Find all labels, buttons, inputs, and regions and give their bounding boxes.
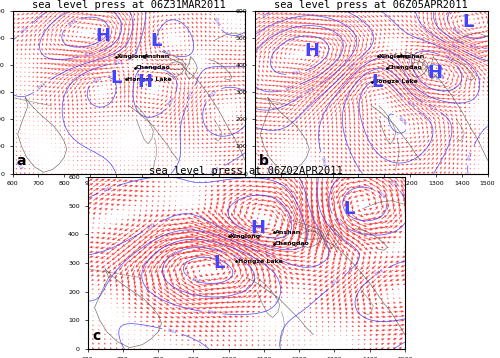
Text: H: H: [428, 64, 443, 82]
Text: 1012: 1012: [92, 76, 104, 83]
Text: a: a: [16, 154, 26, 168]
Text: L: L: [150, 32, 162, 50]
Text: 1016: 1016: [347, 61, 357, 71]
Text: 1014: 1014: [259, 156, 268, 166]
Text: 1010: 1010: [230, 253, 241, 261]
Text: 1016: 1016: [36, 81, 47, 91]
Text: 1008: 1008: [450, 26, 460, 36]
Text: 1018: 1018: [84, 51, 94, 58]
Text: 1008: 1008: [190, 277, 202, 285]
Text: Xinglong: Xinglong: [230, 234, 261, 239]
Text: Changdao: Changdao: [275, 241, 310, 246]
Text: 1012: 1012: [160, 50, 171, 57]
Text: L: L: [371, 73, 382, 91]
Text: 1014: 1014: [212, 16, 220, 27]
Text: 1008: 1008: [397, 116, 407, 126]
Text: Changdao: Changdao: [388, 65, 422, 70]
Text: L: L: [462, 13, 474, 31]
Text: 1016: 1016: [102, 185, 113, 193]
Text: Anshan: Anshan: [275, 230, 301, 235]
Title: sea level press at 06Z02APR2011: sea level press at 06Z02APR2011: [150, 166, 343, 176]
Text: 1022: 1022: [290, 70, 302, 76]
Text: Hongze Lake: Hongze Lake: [238, 258, 282, 263]
Text: Hongze Lake: Hongze Lake: [373, 79, 418, 84]
Text: Changdao: Changdao: [136, 65, 171, 70]
Text: 1010: 1010: [405, 100, 415, 109]
Text: 1012: 1012: [210, 166, 221, 175]
Text: 1014: 1014: [320, 156, 326, 167]
Text: 1010: 1010: [388, 179, 398, 189]
Text: L: L: [344, 200, 355, 218]
Text: b: b: [258, 154, 268, 168]
Text: 1010: 1010: [334, 217, 344, 227]
Title: sea level press at 06Z05APR2011: sea level press at 06Z05APR2011: [274, 0, 468, 10]
Text: 1012: 1012: [426, 103, 437, 111]
Text: 1016: 1016: [19, 25, 30, 35]
Text: Hongze Lake: Hongze Lake: [127, 77, 172, 82]
Text: 1020: 1020: [285, 84, 296, 92]
X-axis label: 10: 10: [367, 186, 376, 192]
Text: H: H: [138, 73, 152, 91]
Text: 1010: 1010: [468, 44, 479, 50]
Text: 1012: 1012: [331, 277, 342, 287]
Text: 1010: 1010: [374, 268, 385, 277]
Text: 1012: 1012: [187, 90, 194, 101]
Text: H: H: [250, 219, 265, 237]
Text: 1016: 1016: [444, 55, 454, 63]
Text: Xinglong: Xinglong: [378, 54, 410, 59]
Text: L: L: [110, 69, 122, 87]
Text: 1018: 1018: [435, 74, 446, 81]
Text: 1016: 1016: [262, 11, 272, 19]
Text: L: L: [213, 253, 224, 272]
Text: 1014: 1014: [14, 160, 23, 170]
Text: 1014: 1014: [466, 150, 473, 161]
Text: 1014: 1014: [263, 252, 274, 259]
X-axis label: 10: 10: [124, 186, 133, 192]
Text: 1012: 1012: [207, 310, 218, 315]
Text: 1018: 1018: [306, 86, 316, 95]
Text: 1010: 1010: [208, 89, 218, 98]
Text: H: H: [304, 43, 320, 61]
Text: Xinglong: Xinglong: [117, 54, 148, 59]
Text: 1014: 1014: [168, 96, 176, 107]
Text: H: H: [95, 27, 110, 45]
Text: 1014: 1014: [166, 328, 177, 334]
Text: 1020: 1020: [66, 18, 78, 27]
Text: 1014: 1014: [113, 60, 124, 66]
Text: c: c: [92, 329, 100, 343]
Text: 1012: 1012: [450, 43, 460, 51]
Text: Anshan: Anshan: [144, 54, 170, 59]
Text: 1008: 1008: [376, 190, 386, 200]
Text: Anshan: Anshan: [400, 54, 425, 59]
Title: sea level press at 06Z31MAR2011: sea level press at 06Z31MAR2011: [32, 0, 226, 10]
Text: 1018: 1018: [251, 231, 262, 238]
Text: 1016: 1016: [146, 222, 158, 231]
